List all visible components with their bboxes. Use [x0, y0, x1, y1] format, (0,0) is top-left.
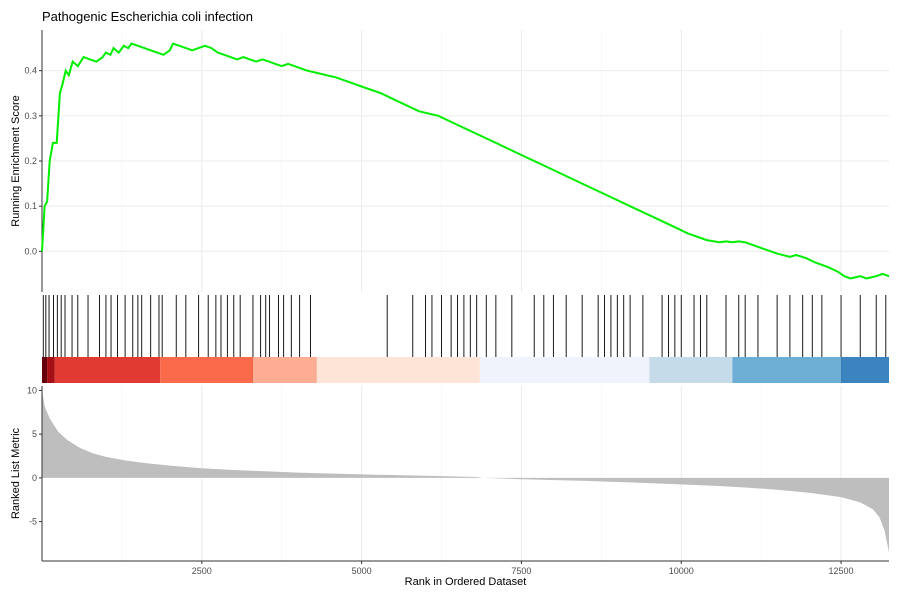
- metric-ytick-label-0: -5: [29, 517, 37, 527]
- color-band-segment-1: [47, 357, 55, 383]
- metric-ytick-label-3: 10: [27, 385, 37, 395]
- gene-hits-panel: [42, 295, 889, 383]
- score-y-ticks: 0.0 0.1 0.2 0.3 0.4: [24, 66, 42, 256]
- xtick-label-3: 10000: [669, 566, 694, 576]
- color-band-segment-9: [841, 357, 889, 383]
- ranked-metric-panel: -5 0 5 10 2500 5000 7500 10000 12500 Ranked Lis…: [10, 385, 889, 588]
- x-axis-title: Rank in Ordered Dataset: [405, 576, 527, 588]
- color-band-segment-0: [42, 357, 48, 383]
- color-band-segment-3: [160, 357, 253, 383]
- running-score-panel: 0.0 0.1 0.2 0.3 0.4 Running Enrichment Score: [10, 30, 890, 292]
- score-gridlines: [42, 30, 889, 292]
- score-y-axis-title: Running Enrichment Score: [10, 95, 22, 226]
- metric-y-ticks: -5 0 5 10: [27, 385, 42, 527]
- chart-title: Pathogenic Escherichia coli infection: [42, 9, 253, 24]
- x-axis-ticks: 2500 5000 7500 10000 12500: [192, 561, 854, 576]
- score-ytick-label-3: 0.3: [24, 111, 37, 121]
- color-band-segment-8: [732, 357, 842, 383]
- metric-ytick-label-1: 0: [32, 473, 37, 483]
- ranked-metric-area: [42, 390, 889, 553]
- xtick-label-2: 7500: [511, 566, 531, 576]
- color-band-segment-4: [252, 357, 317, 383]
- score-ytick-label-2: 0.2: [24, 156, 37, 166]
- running-score-line: [41, 42, 890, 280]
- color-band-segment-5: [316, 357, 480, 383]
- metric-y-axis-title: Ranked List Metric: [10, 427, 22, 519]
- color-band-segment-2: [54, 357, 161, 383]
- color-band-segment-7: [649, 357, 733, 383]
- color-band-segment-6: [479, 357, 650, 383]
- metric-ytick-label-2: 5: [32, 429, 37, 439]
- xtick-label-4: 12500: [829, 566, 854, 576]
- score-ytick-label-4: 0.4: [24, 66, 37, 76]
- xtick-label-0: 2500: [192, 566, 212, 576]
- score-ytick-label-0: 0.0: [24, 246, 37, 256]
- xtick-label-1: 5000: [352, 566, 372, 576]
- score-ytick-label-1: 0.1: [24, 201, 37, 211]
- rank-color-band: [42, 357, 889, 383]
